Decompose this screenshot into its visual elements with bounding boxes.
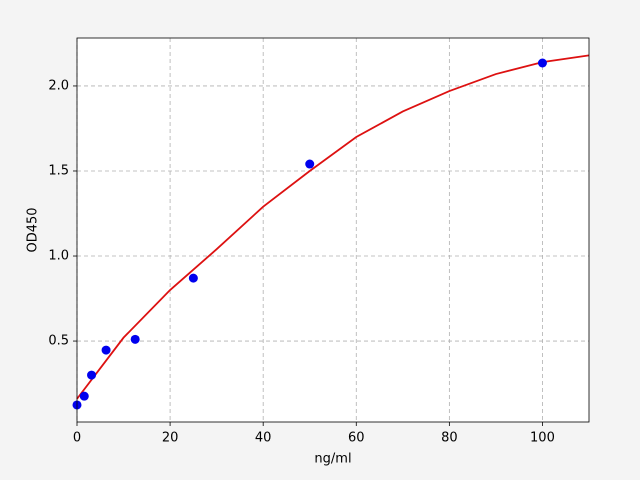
x-tick-label: 20: [162, 431, 179, 446]
y-tick-label: 2.0: [48, 78, 69, 93]
data-point: [305, 159, 315, 169]
x-tick-label: 100: [530, 431, 555, 446]
data-point: [101, 345, 111, 355]
x-tick-label: 60: [348, 431, 365, 446]
data-point: [87, 370, 97, 380]
fit-curve: [76, 54, 590, 400]
x-tick-label: 40: [255, 431, 272, 446]
data-point: [79, 391, 89, 401]
data-point: [537, 58, 547, 68]
plot-frame: [76, 37, 590, 423]
x-axis-label: ng/ml: [314, 452, 351, 467]
y-tick-label: 1.5: [48, 163, 69, 178]
plot-area: [77, 38, 589, 422]
y-tick-label: 1.0: [48, 249, 69, 264]
x-tick-label: 80: [441, 431, 458, 446]
x-tick-label: 0: [73, 431, 81, 446]
data-point: [188, 273, 198, 283]
y-tick-label: 0.5: [48, 334, 69, 349]
data-point: [130, 334, 140, 344]
y-axis-label: OD450: [26, 207, 41, 252]
